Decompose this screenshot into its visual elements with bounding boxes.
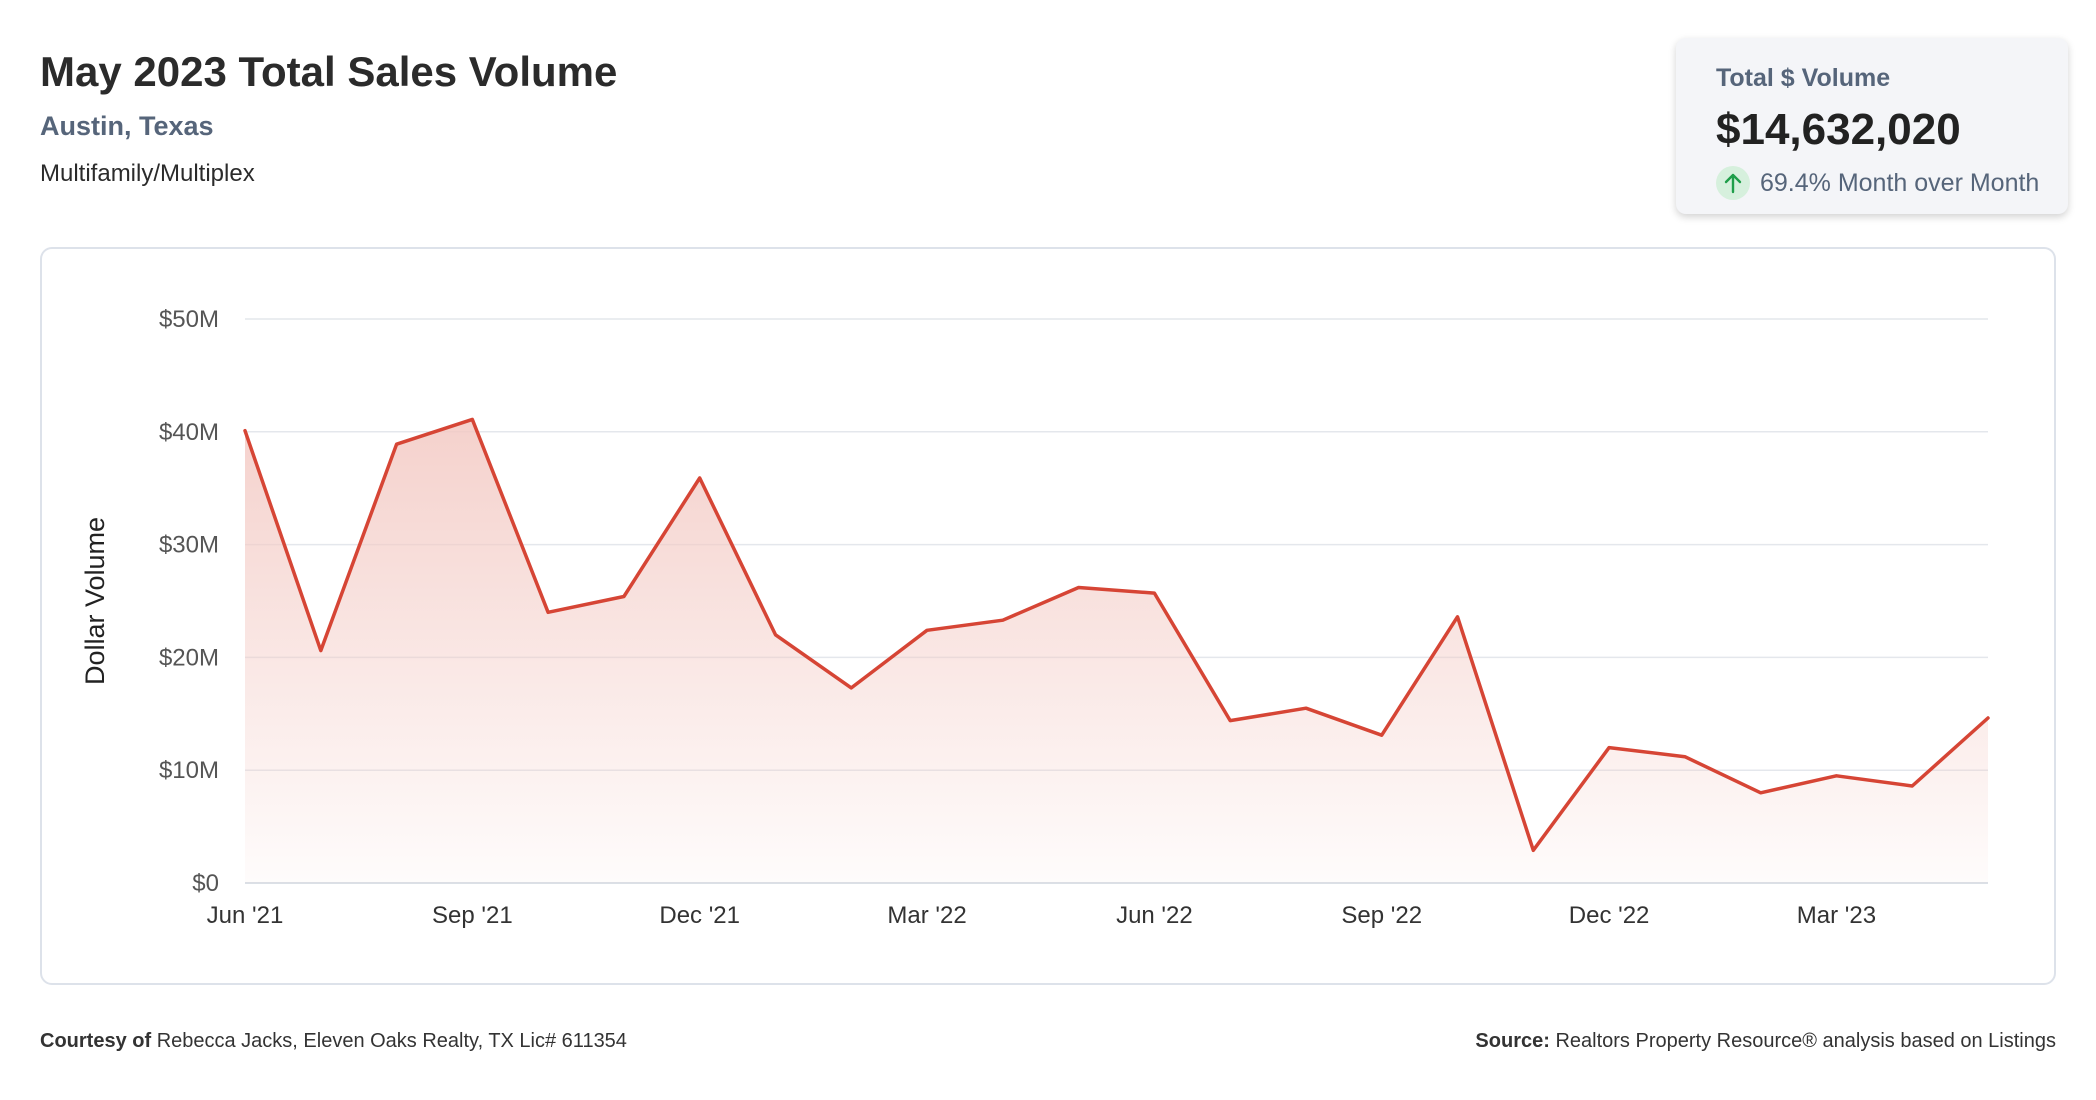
y-tick-label: $50M bbox=[159, 306, 219, 333]
kpi-label: Total $ Volume bbox=[1716, 64, 1891, 92]
sales-volume-chart: $0 $10M $20M $30M $40M $50M Jun '21 Sep '21 Dec … bbox=[80, 306, 1990, 929]
y-tick-label: $10M bbox=[159, 757, 219, 784]
x-tick-label: Sep '21 bbox=[432, 902, 513, 929]
x-tick-label: Dec '22 bbox=[1569, 902, 1650, 929]
courtesy-text: Rebecca Jacks, Eleven Oaks Realty, TX Li… bbox=[156, 1030, 627, 1052]
x-tick-label: Mar '23 bbox=[1797, 902, 1876, 929]
x-tick-label: Dec '21 bbox=[659, 902, 740, 929]
chart-card: $0 $10M $20M $30M $40M $50M Jun '21 Sep '21 Dec … bbox=[40, 247, 2056, 985]
x-tick-label: Mar '22 bbox=[887, 902, 966, 929]
property-type: Multifamily/Multiplex bbox=[40, 160, 255, 187]
page-title: May 2023 Total Sales Volume bbox=[40, 48, 618, 95]
kpi-change: 69.4% Month over Month bbox=[1716, 166, 2068, 200]
x-tick-label: Jun '21 bbox=[207, 902, 284, 929]
series-line bbox=[243, 417, 1990, 853]
footer-source: Source: Realtors Property Resource® anal… bbox=[1475, 1030, 2056, 1053]
x-tick-label: Sep '22 bbox=[1341, 902, 1422, 929]
y-tick-label: $0 bbox=[192, 870, 219, 897]
y-tick-label: $30M bbox=[159, 532, 219, 559]
source-label: Source: bbox=[1475, 1030, 1550, 1052]
location-subtitle: Austin, Texas bbox=[40, 111, 214, 141]
source-text: Realtors Property Resource® analysis bas… bbox=[1555, 1030, 2056, 1052]
kpi-value: $14,632,020 bbox=[1716, 105, 1961, 154]
footer-courtesy: Courtesy of Rebecca Jacks, Eleven Oaks R… bbox=[40, 1030, 627, 1053]
y-tick-label: $20M bbox=[159, 644, 219, 671]
arrow-up-icon bbox=[1716, 166, 1750, 200]
y-axis-label: Dollar Volume bbox=[80, 517, 110, 685]
kpi-change-text: 69.4% Month over Month bbox=[1760, 168, 2040, 197]
x-tick-label: Jun '22 bbox=[1116, 902, 1193, 929]
kpi-card: Total $ Volume $14,632,020 69.4% Month o… bbox=[1676, 38, 2068, 214]
courtesy-label: Courtesy of bbox=[40, 1030, 152, 1052]
y-tick-label: $40M bbox=[159, 419, 219, 446]
header: May 2023 Total Sales Volume Austin, Texa… bbox=[40, 44, 617, 190]
area-fill bbox=[245, 419, 1988, 883]
